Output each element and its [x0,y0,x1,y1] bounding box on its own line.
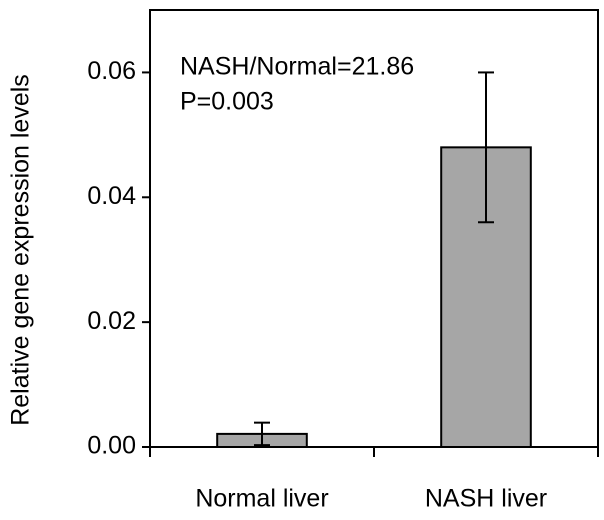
x-tick-label: Normal liver [195,485,328,513]
error-bar [254,421,270,447]
y-tick-label: 0.00 [87,432,136,460]
annotation: NASH/Normal=21.86 [180,53,414,81]
y-tick-label: 0.04 [87,182,136,210]
y-tick-label: 0.02 [87,307,136,335]
y-axis-label: Relative gene expression levels [7,74,35,426]
y-tick-label: 0.06 [87,57,136,85]
x-tick-label: NASH liver [425,485,547,513]
error-bar [478,71,494,224]
annotation: P=0.003 [180,88,274,116]
